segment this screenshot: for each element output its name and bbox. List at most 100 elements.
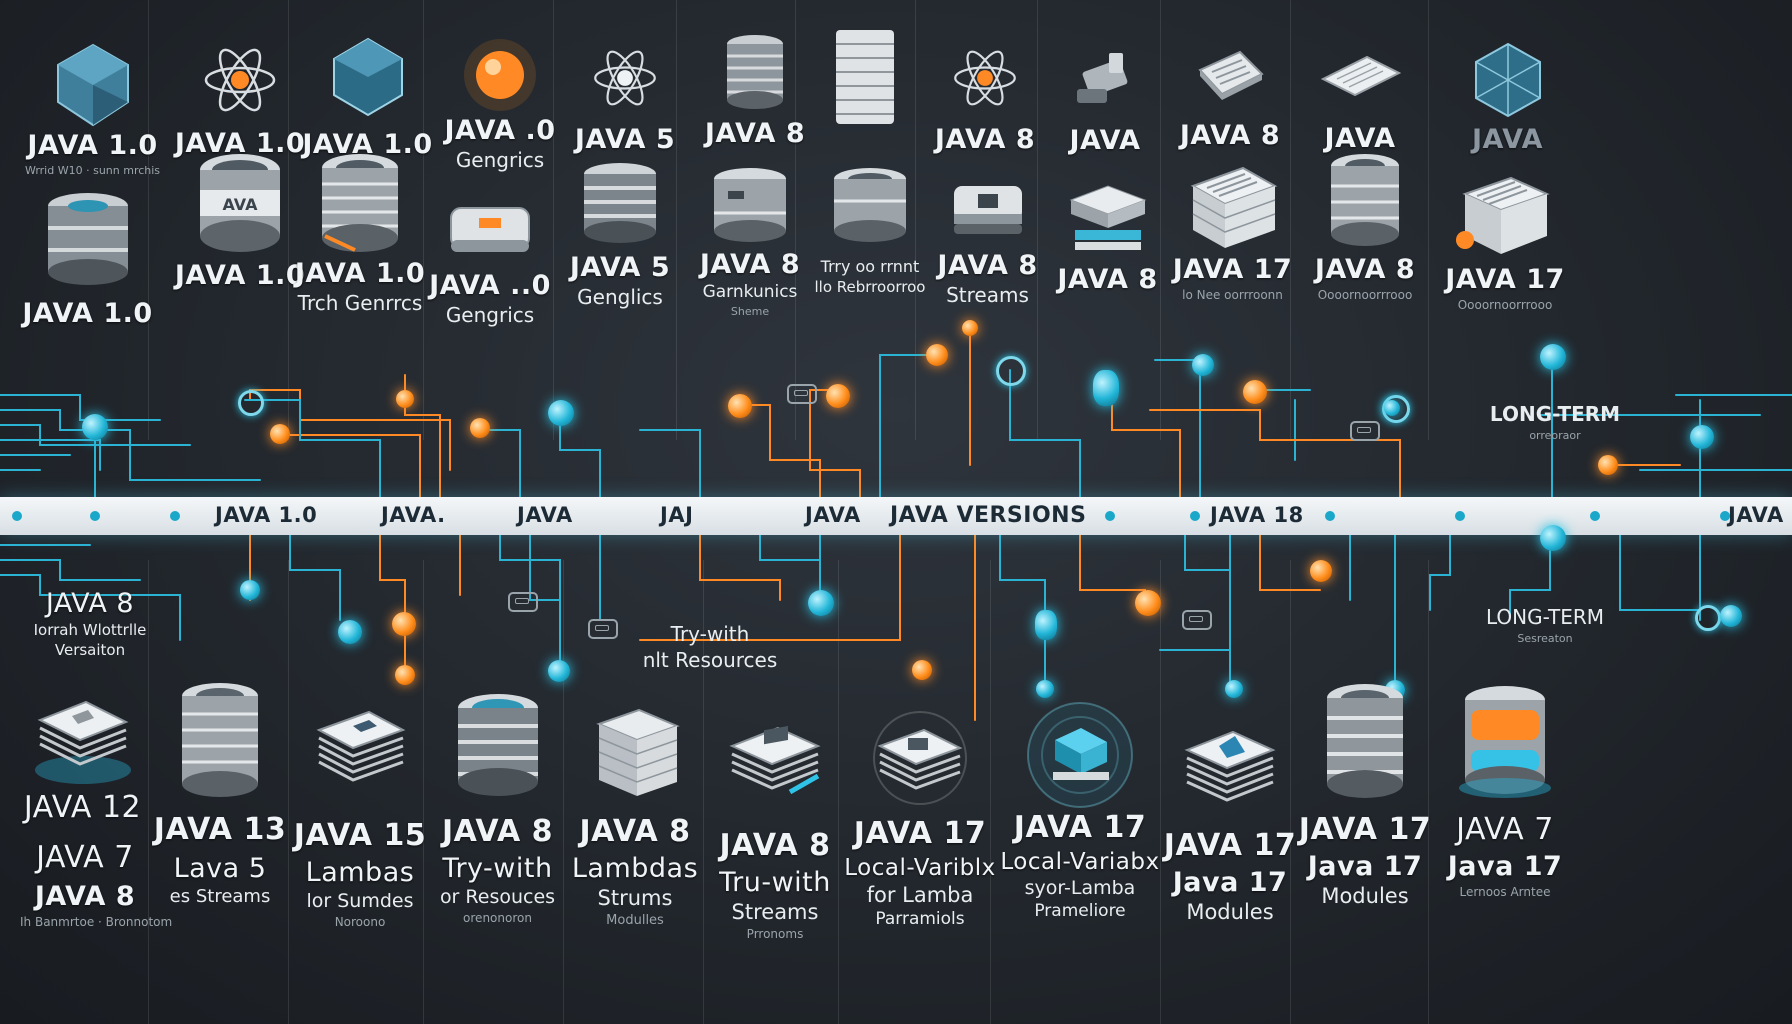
timeline-dot	[1720, 511, 1730, 521]
timeline-label: JAVA	[517, 503, 573, 527]
circuit-node	[1225, 680, 1243, 698]
version-caption: Prameliore	[1034, 901, 1126, 921]
circuit-node	[1135, 590, 1161, 616]
version-feature: Lambas	[305, 857, 415, 888]
circuit-node	[996, 356, 1026, 386]
column-divider	[990, 560, 991, 1024]
disk-stack-icon	[182, 683, 258, 797]
note-title: JAVA 8	[45, 588, 135, 619]
circuit-node	[1690, 425, 1714, 449]
bottom-card-5: JAVA 8 Lambdas Strums Modulles	[565, 700, 705, 928]
version-title: JAVA 1.0	[174, 128, 306, 159]
top-card-6: JAVA 8	[690, 30, 820, 149]
database-icon	[47, 193, 128, 285]
note-line: LONG-TERM	[1489, 402, 1621, 426]
version-caption: Lernoos Arntee	[1459, 885, 1551, 899]
timeline-label: JAVA.	[381, 503, 446, 527]
version-title: JAVA 5	[569, 252, 671, 283]
column-divider	[838, 560, 839, 1024]
timeline-dot	[90, 511, 100, 521]
book-stack-icon	[1456, 176, 1550, 254]
side-note-long-term-top: LONG-TERM orreoraor	[1480, 400, 1630, 442]
version-title: JAVA 7	[1456, 812, 1554, 847]
layer-stack-icon	[873, 711, 967, 805]
timeline-label: JAVA	[1728, 503, 1784, 527]
sun-orb-icon	[464, 39, 536, 111]
circuit-node	[1310, 560, 1332, 582]
version-caption: Parramiols	[875, 909, 965, 929]
bottom-card-2: JAVA 13 Lava 5 es Streams	[150, 680, 290, 907]
column-divider	[1428, 0, 1429, 440]
glowing-layer-icon	[1027, 702, 1133, 808]
java-drum-icon: AVA	[200, 154, 280, 252]
circuit-node	[395, 665, 415, 685]
column-divider	[148, 560, 149, 1024]
gem-icon	[56, 43, 129, 127]
mid-card-2: AVA JAVA 1.0	[170, 150, 310, 291]
version-title: JAVA 17	[1172, 254, 1293, 285]
version-title: JAVA 8	[937, 250, 1038, 281]
version-title: JAVA 8	[579, 814, 691, 849]
version-caption: Wrrid W10 · sunn mrchis	[24, 164, 161, 177]
top-card-9: JAVA	[1045, 45, 1165, 156]
circuit-node	[270, 424, 290, 444]
disk-stack-icon	[1327, 684, 1403, 798]
version-subtitle: Trry oo rrnnt	[820, 257, 920, 276]
timeline-dot	[1590, 511, 1600, 521]
circuit-node	[1540, 525, 1566, 551]
version-feature: Tru-with	[719, 867, 831, 898]
mid-card-7: Trry oo rrnnt llo Rebrroorroo	[805, 165, 935, 296]
column-divider	[423, 0, 424, 440]
circuit-node	[238, 390, 264, 416]
column-divider	[1037, 0, 1038, 440]
chip-icon	[588, 619, 618, 639]
top-card-2: JAVA 1.0	[170, 40, 310, 159]
note-line: nlt Resources	[642, 648, 778, 672]
paper-icon	[1320, 55, 1402, 97]
version-title: JAVA 17	[1298, 812, 1432, 847]
timeline-dot	[12, 511, 22, 521]
svg-text:AVA: AVA	[223, 195, 259, 214]
bottom-card-11: JAVA 7 Java 17 Lernoos Arntee	[1430, 680, 1580, 899]
layer-stack-icon	[1184, 730, 1276, 802]
bottom-card-7: JAVA 17 Local-Variblx for Lamba Parramio…	[840, 710, 1000, 929]
timeline-dot	[1190, 511, 1200, 521]
version-subtitle: Trch Genrrcs	[297, 291, 423, 315]
version-title: JAVA 12	[23, 790, 142, 825]
version-caption: Oooornoorrrooo	[1457, 298, 1553, 312]
version-caption: llo Rebrroorroo	[814, 278, 926, 296]
mid-card-5: JAVA 5 Genglics	[555, 160, 685, 309]
version-subtitle: es Streams	[169, 886, 271, 907]
version-feature: Java 17	[1172, 867, 1288, 898]
version-title: JAVA 8	[1314, 254, 1416, 285]
version-title: JAVA 8	[699, 249, 801, 280]
version-caption: Noroono	[334, 915, 386, 929]
side-note-try-with: Try-with nlt Resources	[640, 620, 780, 672]
chip-stack-icon	[953, 186, 1022, 234]
version-subtitle: Streams	[946, 283, 1029, 307]
top-card-12: JAVA	[1440, 40, 1575, 155]
version-subtitle: syor-Lamba	[1024, 877, 1136, 899]
column-divider	[288, 0, 289, 440]
note-line: Try-with	[670, 622, 750, 646]
mid-card-11: JAVA 8 Oooornoorrrooo	[1295, 150, 1435, 302]
version-title: JAVA ..0	[429, 270, 551, 301]
book-stack-icon	[596, 708, 680, 796]
column-divider	[703, 560, 704, 1024]
version-subtitle: Garnkunics	[702, 282, 798, 302]
layer-stack-icon	[1069, 185, 1146, 250]
circuit-node	[926, 344, 948, 366]
top-card-4: JAVA .0 Gengrics	[430, 35, 570, 172]
timeline-dot	[1105, 511, 1115, 521]
version-subtitle: Gengrics	[445, 303, 535, 327]
version-caption: lo Nee oorrroonn	[1182, 288, 1283, 302]
circuit-node	[1093, 370, 1119, 406]
tablet-icon	[450, 207, 530, 252]
version-feature: Lambdas	[571, 853, 699, 884]
version-title: JAVA 8	[1057, 264, 1158, 295]
mid-card-3: JAVA 1.0 Trch Genrrcs	[290, 150, 430, 315]
circuit-node	[1695, 605, 1721, 631]
column-divider	[1290, 560, 1291, 1024]
circuit-node	[728, 394, 752, 418]
version-title: JAVA 15	[293, 818, 427, 853]
